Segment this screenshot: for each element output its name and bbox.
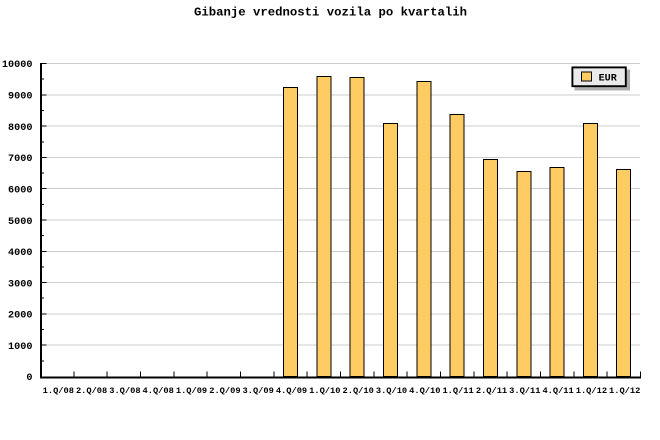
svg-text:7000: 7000 xyxy=(8,154,32,165)
svg-text:2.Q/10: 2.Q/10 xyxy=(343,386,374,396)
svg-text:4000: 4000 xyxy=(8,248,32,259)
svg-text:1.Q/12: 1.Q/12 xyxy=(576,386,607,396)
svg-text:1.Q/12: 1.Q/12 xyxy=(609,386,640,396)
svg-text:1.Q/08: 1.Q/08 xyxy=(43,386,74,396)
svg-text:5000: 5000 xyxy=(8,217,32,228)
svg-text:10000: 10000 xyxy=(2,60,33,71)
svg-text:3.Q/08: 3.Q/08 xyxy=(109,386,140,396)
svg-text:3.Q/10: 3.Q/10 xyxy=(376,386,407,396)
svg-text:2000: 2000 xyxy=(8,311,32,322)
svg-text:1000: 1000 xyxy=(8,342,32,353)
svg-text:Gibanje vrednosti vozila po kv: Gibanje vrednosti vozila po kvartalih xyxy=(194,6,467,20)
svg-text:6000: 6000 xyxy=(8,185,32,196)
svg-text:1.Q/11: 1.Q/11 xyxy=(442,386,473,396)
svg-text:3000: 3000 xyxy=(8,279,32,290)
svg-text:1.Q/10: 1.Q/10 xyxy=(309,386,340,396)
svg-text:3.Q/09: 3.Q/09 xyxy=(243,386,274,396)
svg-text:2.Q/08: 2.Q/08 xyxy=(76,386,107,396)
svg-text:8000: 8000 xyxy=(8,123,32,134)
svg-text:4.Q/11: 4.Q/11 xyxy=(542,386,573,396)
svg-text:3.Q/11: 3.Q/11 xyxy=(509,386,540,396)
svg-text:9000: 9000 xyxy=(8,92,32,103)
svg-text:2.Q/09: 2.Q/09 xyxy=(209,386,240,396)
svg-text:EUR: EUR xyxy=(599,74,618,85)
svg-text:4.Q/08: 4.Q/08 xyxy=(143,386,174,396)
svg-text:4.Q/10: 4.Q/10 xyxy=(409,386,440,396)
svg-text:0: 0 xyxy=(26,373,32,384)
svg-text:2.Q/11: 2.Q/11 xyxy=(476,386,507,396)
svg-text:1.Q/09: 1.Q/09 xyxy=(176,386,207,396)
svg-text:4.Q/09: 4.Q/09 xyxy=(276,386,307,396)
